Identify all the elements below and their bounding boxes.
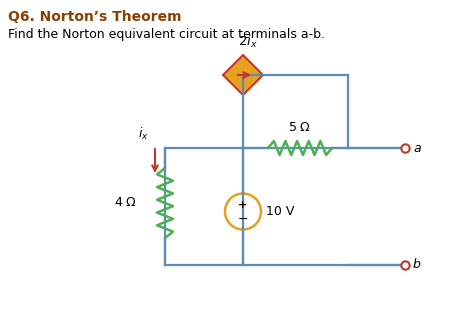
Text: Find the Norton equivalent circuit at terminals a-b.: Find the Norton equivalent circuit at te… — [8, 28, 325, 41]
Text: b: b — [413, 258, 421, 271]
Text: $i_x$: $i_x$ — [138, 126, 149, 142]
Polygon shape — [223, 55, 263, 95]
Text: a: a — [413, 142, 420, 155]
Text: 4 $\Omega$: 4 $\Omega$ — [114, 196, 137, 209]
Text: −: − — [238, 213, 248, 226]
Text: +: + — [238, 199, 247, 209]
Text: 10 V: 10 V — [266, 205, 294, 218]
Text: $2i_x$: $2i_x$ — [238, 34, 258, 50]
Text: Q6. Norton’s Theorem: Q6. Norton’s Theorem — [8, 10, 182, 24]
Text: 5 $\Omega$: 5 $\Omega$ — [289, 121, 311, 134]
